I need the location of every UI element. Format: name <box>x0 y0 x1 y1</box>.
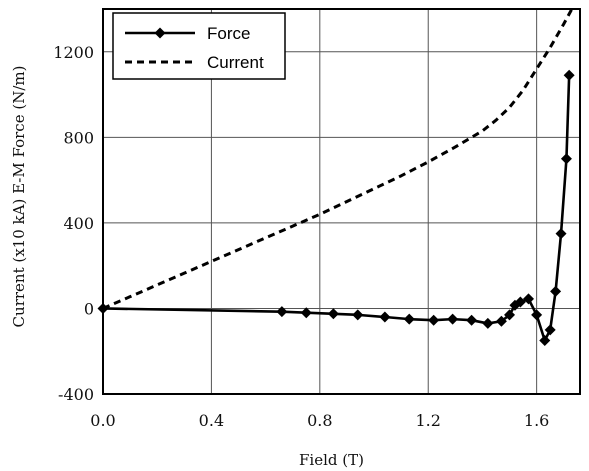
x-tick-label: 0.8 <box>307 411 332 430</box>
legend-label-force: Force <box>207 24 250 43</box>
data-point-force <box>560 153 572 165</box>
data-point-force <box>352 309 364 321</box>
y-tick-label: 0 <box>84 299 94 318</box>
data-point-force <box>523 293 535 305</box>
data-point-force <box>555 228 567 240</box>
y-axis-title: Current (x10 kA) E-M Force (N/m) <box>10 66 28 328</box>
x-axis-title: Field (T) <box>299 451 364 469</box>
series-layer <box>97 8 575 347</box>
legend: Force Current <box>112 12 286 80</box>
data-point-force <box>276 306 288 318</box>
data-point-force <box>539 335 551 347</box>
data-point-force <box>447 313 459 325</box>
data-point-force <box>466 314 478 326</box>
x-tick-label: 1.6 <box>524 411 549 430</box>
data-point-force <box>514 296 526 308</box>
data-point-force <box>544 324 556 336</box>
tick-labels: 0.0 0.4 0.8 1.2 1.6 -400 0 400 800 1200 <box>53 43 549 430</box>
data-point-force <box>327 308 339 320</box>
y-tick-label: -400 <box>58 385 94 404</box>
data-point-force <box>550 285 562 297</box>
legend-box <box>112 12 286 80</box>
plot-frame <box>102 8 581 395</box>
y-tick-label: 1200 <box>53 43 94 62</box>
x-tick-label: 1.2 <box>416 411 441 430</box>
data-point-force <box>403 313 415 325</box>
x-tick-label: 0.4 <box>199 411 224 430</box>
data-point-force <box>379 311 391 323</box>
y-tick-label: 400 <box>63 214 94 233</box>
data-point-force <box>531 309 543 321</box>
x-tick-label: 0.0 <box>90 411 115 430</box>
legend-marker-force <box>154 27 166 39</box>
data-point-force <box>300 307 312 319</box>
data-point-force <box>563 69 575 81</box>
legend-label-current: Current <box>207 53 264 72</box>
data-point-force <box>482 317 494 329</box>
data-point-force <box>428 314 440 326</box>
y-tick-label: 800 <box>63 128 94 147</box>
data-point-force <box>495 315 507 327</box>
data-point-force <box>504 309 516 321</box>
